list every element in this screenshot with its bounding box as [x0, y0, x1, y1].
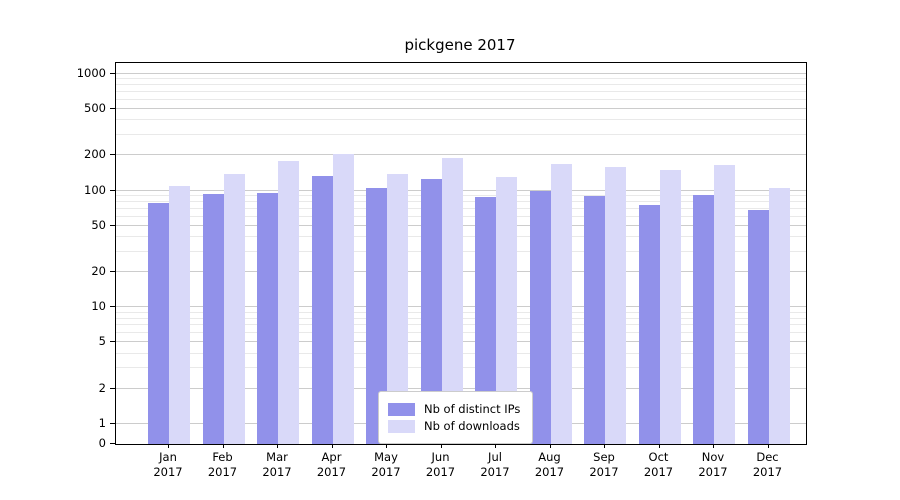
y-tick-mark [110, 73, 115, 74]
y-tick-label: 10 [91, 299, 106, 314]
y-tick-label: 200 [84, 147, 106, 162]
bar-distinct-ips [202, 194, 224, 444]
x-tick-label: Aug 2017 [534, 450, 565, 479]
y-tick-mark [110, 306, 115, 307]
x-tick-mark [222, 444, 224, 448]
y-tick-mark [110, 341, 115, 342]
legend-item-downloads: Nb of downloads [388, 419, 520, 433]
x-tick-label: Jan 2017 [153, 450, 183, 479]
bar-distinct-ips [148, 203, 169, 444]
bar-distinct-ips [747, 210, 769, 444]
y-tick-label: 2 [98, 380, 106, 395]
legend-swatch-downloads [388, 419, 415, 433]
x-tick-mark [277, 444, 278, 448]
gridline [116, 84, 806, 86]
x-tick-mark [549, 444, 551, 448]
y-tick-mark [110, 271, 115, 272]
y-tick-mark [110, 443, 115, 444]
bar-distinct-ips [420, 179, 442, 444]
x-tick-label: Feb 2017 [207, 450, 238, 479]
bar-downloads [169, 186, 190, 444]
gridline [116, 72, 806, 74]
gridline [116, 108, 806, 110]
legend-item-distinct-ips: Nb of distinct IPs [388, 402, 520, 416]
bar-downloads [550, 164, 572, 444]
x-tick-mark [331, 444, 333, 448]
x-tick-label: Nov 2017 [698, 450, 728, 479]
x-tick-mark [168, 444, 169, 448]
y-tick-mark [110, 423, 115, 424]
x-tick-mark [604, 444, 605, 448]
x-tick-mark [495, 444, 496, 448]
gridline [116, 78, 806, 80]
gridline [116, 98, 806, 100]
y-tick-label: 100 [84, 182, 106, 197]
gridline [116, 133, 806, 135]
bar-downloads [387, 174, 408, 444]
x-tick-mark [767, 444, 769, 448]
y-tick-label: 50 [91, 217, 106, 232]
x-tick-label: Oct 2017 [643, 450, 674, 479]
legend-swatch-distinct-ips [388, 402, 415, 416]
gridline [116, 90, 806, 92]
x-tick-label: Dec 2017 [752, 450, 783, 479]
x-tick-label: Jun 2017 [425, 450, 456, 479]
y-tick-label: 1000 [76, 65, 106, 80]
legend: Nb of distinct IPs Nb of downloads [378, 391, 534, 444]
y-tick-mark [110, 225, 115, 226]
bar-downloads [496, 177, 517, 444]
x-tick-mark [440, 444, 442, 448]
bar-downloads [714, 165, 735, 444]
x-tick-label: Mar 2017 [262, 450, 292, 479]
bar-downloads [332, 154, 354, 444]
bar-distinct-ips [638, 205, 660, 444]
legend-label-distinct-ips: Nb of distinct IPs [424, 402, 521, 416]
bar-downloads [768, 188, 790, 444]
bar-downloads [223, 174, 245, 444]
y-tick-mark [110, 388, 115, 389]
x-tick-label: May 2017 [371, 450, 401, 479]
x-tick-mark [386, 444, 387, 448]
bar-downloads [659, 170, 681, 444]
y-tick-label: 1 [98, 415, 106, 430]
gridline [116, 119, 806, 121]
y-tick-mark [110, 108, 115, 109]
y-tick-label: 20 [91, 264, 106, 279]
chart-title: pickgene 2017 [404, 36, 516, 54]
bar-distinct-ips [584, 196, 605, 444]
gridline [116, 154, 806, 156]
bar-distinct-ips [366, 188, 387, 444]
x-tick-mark [658, 444, 660, 448]
x-tick-mark [713, 444, 714, 448]
bar-distinct-ips [475, 197, 496, 444]
bar-distinct-ips [257, 193, 278, 444]
x-tick-label: Sep 2017 [589, 450, 619, 479]
y-tick-label: 500 [84, 101, 106, 116]
bar-distinct-ips [311, 176, 333, 444]
x-tick-label: Jul 2017 [480, 450, 510, 479]
legend-label-downloads: Nb of downloads [424, 419, 520, 433]
y-tick-label: 5 [98, 334, 106, 349]
bar-downloads [605, 167, 626, 444]
y-tick-label: 0 [98, 436, 106, 450]
bar-downloads [278, 161, 299, 444]
bar-distinct-ips [693, 195, 714, 444]
bar-downloads [441, 158, 463, 444]
x-tick-label: Apr 2017 [316, 450, 347, 479]
plot-area [115, 62, 807, 445]
bar-distinct-ips [529, 191, 551, 444]
y-tick-mark [110, 154, 115, 155]
y-tick-mark [110, 190, 115, 191]
